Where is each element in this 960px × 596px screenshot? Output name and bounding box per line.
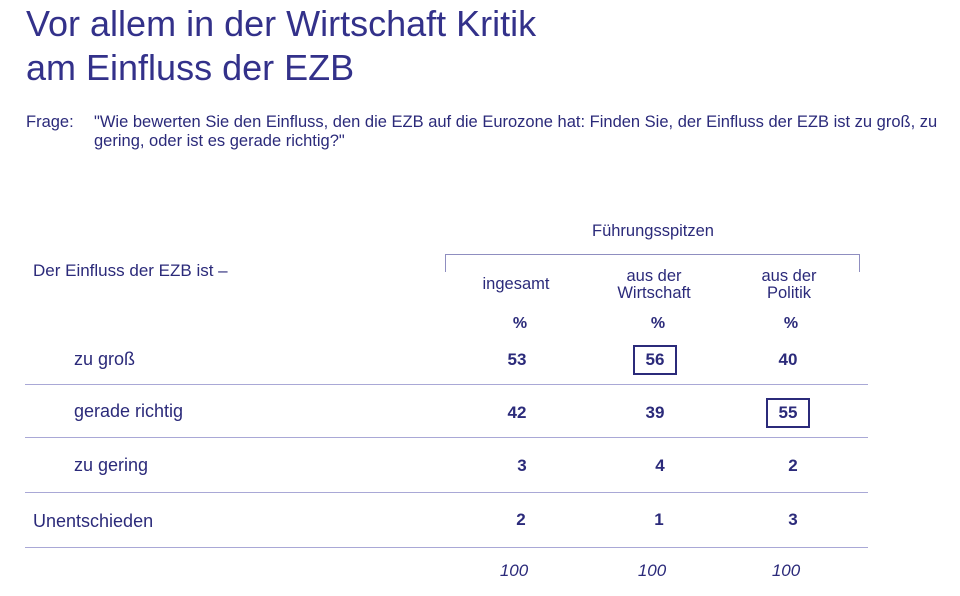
- table-cell: 3: [457, 456, 587, 476]
- question-text: "Wie bewerten Sie den Einfluss, den die …: [94, 113, 938, 150]
- column-total: 100: [499, 561, 529, 580]
- chart-title-line-1: Vor allem in der Wirtschaft Kritik: [26, 3, 537, 44]
- table-cell: 42: [452, 403, 582, 423]
- table-cell: 39: [590, 403, 720, 423]
- row-label-zu-gross: zu groß: [74, 349, 136, 369]
- row-divider: [25, 384, 868, 385]
- column-unit: %: [650, 315, 666, 332]
- survey-question: Frage: "Wie bewerten Sie den Einfluss, d…: [26, 113, 956, 151]
- stub-label: Der Einfluss der EZB ist –: [33, 261, 228, 280]
- chart-title: Vor allem in der Wirtschaft Kritik am Ei…: [26, 2, 536, 90]
- cell-value: 2: [788, 456, 798, 475]
- column-header-ingesamt: ingesamt: [451, 276, 581, 293]
- cell-value: 55: [765, 398, 811, 428]
- group-bracket: [445, 254, 860, 272]
- row-divider: [25, 437, 868, 438]
- column-header-line: Wirtschaft: [617, 284, 691, 302]
- row-label-gerade-richtig: gerade richtig: [74, 401, 184, 421]
- column-header-line: aus der: [626, 267, 682, 285]
- table-cell: 2: [456, 510, 586, 530]
- table-cell: 4: [595, 456, 725, 476]
- table-cell: 3: [728, 510, 858, 530]
- column-unit: %: [783, 315, 799, 332]
- table-cell-highlighted: 55: [723, 398, 853, 428]
- column-total: 100: [771, 561, 801, 580]
- cell-value: 42: [507, 403, 527, 422]
- table-cell: 40: [723, 350, 853, 370]
- row-label-zu-gering: zu gering: [74, 455, 149, 475]
- group-header: Führungsspitzen: [592, 222, 714, 240]
- cell-value: 2: [516, 510, 526, 529]
- column-unit: %: [512, 315, 528, 332]
- column-header-line: aus der: [761, 267, 817, 285]
- table-cell-highlighted: 56: [590, 345, 720, 375]
- cell-value: 4: [655, 456, 665, 475]
- row-label-unentschieden: Unentschieden: [33, 511, 154, 531]
- column-total: 100: [637, 561, 667, 580]
- row-divider: [25, 492, 868, 493]
- cell-value: 39: [645, 403, 665, 422]
- cell-value: 1: [654, 510, 664, 529]
- table-cell: 2: [728, 456, 858, 476]
- cell-value: 56: [632, 345, 678, 375]
- chart-title-line-2: am Einfluss der EZB: [26, 47, 355, 88]
- column-header-politik: aus der Politik: [724, 268, 854, 302]
- cell-value: 3: [788, 510, 798, 529]
- column-header-line: Politik: [766, 284, 811, 302]
- row-divider: [25, 547, 868, 548]
- table-cell: 53: [452, 350, 582, 370]
- column-header-line: ingesamt: [482, 275, 550, 293]
- column-header-wirtschaft: aus der Wirtschaft: [589, 268, 719, 302]
- cell-value: 3: [517, 456, 527, 475]
- cell-value: 53: [507, 350, 527, 369]
- cell-value: 40: [778, 350, 798, 369]
- question-label: Frage:: [26, 113, 74, 131]
- table-cell: 1: [594, 510, 724, 530]
